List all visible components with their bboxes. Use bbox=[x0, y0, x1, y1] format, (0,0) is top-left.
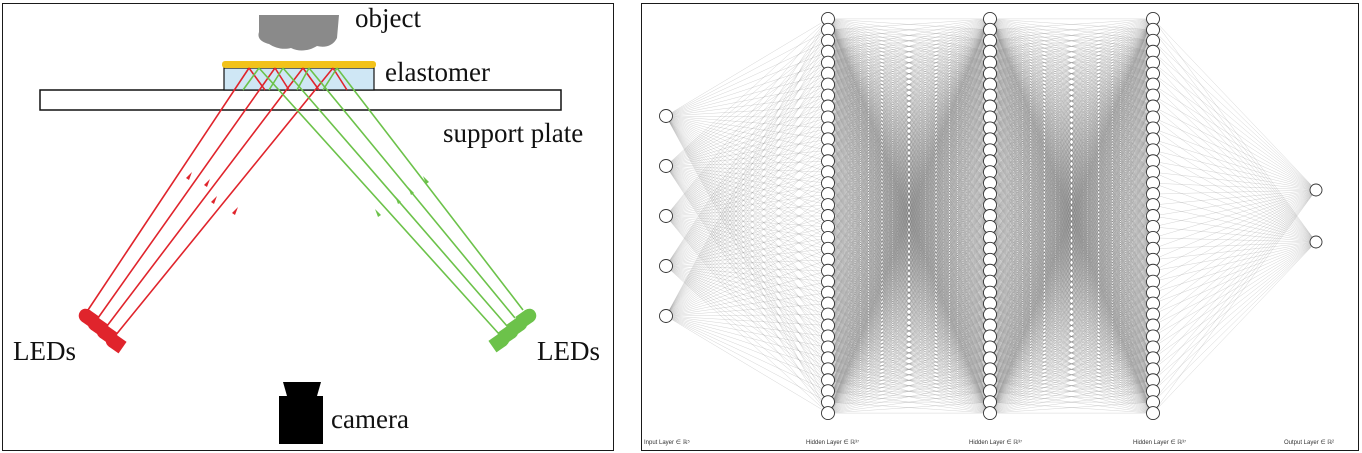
layer-label-0: Input Layer ∈ ℝ⁵ bbox=[644, 440, 690, 446]
neural-network-diagram bbox=[659, 11, 1323, 421]
label-leds-left: LEDs bbox=[13, 336, 76, 366]
green-reflect-1 bbox=[242, 67, 260, 91]
red-ray-1 bbox=[87, 67, 250, 311]
green-led-array bbox=[488, 308, 537, 353]
red-arrowheads bbox=[186, 172, 238, 215]
optics-diagram bbox=[39, 15, 562, 444]
green-ray-4 bbox=[336, 67, 524, 311]
edge-bundle bbox=[827, 18, 991, 414]
red-arrow-3 bbox=[211, 196, 217, 204]
layer-label-1: Hidden Layer ∈ ℝ³⁷ bbox=[806, 440, 860, 446]
green-ray-1 bbox=[258, 67, 500, 335]
network-edges bbox=[665, 18, 1317, 414]
label-object: object bbox=[355, 3, 421, 33]
red-arrow-4 bbox=[232, 207, 238, 215]
edge-bundle bbox=[989, 18, 1154, 414]
green-reflect-2 bbox=[268, 67, 284, 91]
network-node bbox=[659, 309, 673, 323]
label-leds-right: LEDs bbox=[537, 336, 600, 366]
nodes-layer-2 bbox=[983, 11, 997, 421]
layer-label-2: Hidden Layer ∈ ℝ³⁷ bbox=[969, 440, 1023, 446]
red-ray-4 bbox=[114, 67, 334, 337]
red-reflect-2 bbox=[274, 67, 290, 91]
green-arrow-4 bbox=[423, 176, 429, 184]
edges-layer-0-to-1 bbox=[665, 18, 829, 414]
green-reflect-3 bbox=[296, 67, 310, 91]
network-node bbox=[659, 209, 673, 223]
nodes-layer-4 bbox=[1309, 183, 1323, 249]
network-nodes bbox=[659, 11, 1323, 421]
green-reflect-4 bbox=[322, 67, 338, 91]
network-node bbox=[821, 406, 835, 421]
green-arrowheads bbox=[375, 176, 429, 217]
camera-icon bbox=[279, 382, 323, 444]
label-support-plate: support plate bbox=[443, 118, 584, 148]
network-node bbox=[659, 159, 673, 173]
nodes-layer-3 bbox=[1146, 11, 1160, 421]
network-node bbox=[1146, 406, 1160, 421]
red-ray-2 bbox=[97, 67, 276, 319]
edges-layer-1-to-2 bbox=[827, 18, 991, 414]
network-node bbox=[659, 259, 673, 273]
green-ray-2 bbox=[282, 67, 508, 327]
neural-network-panel: Input Layer ∈ ℝ⁵ Hidden Layer ∈ ℝ³⁷ Hidden… bbox=[641, 3, 1359, 451]
edges-layer-3-to-4 bbox=[1152, 18, 1317, 414]
optics-diagram-panel: object elastomer support plate LEDs LEDs… bbox=[2, 3, 614, 451]
label-elastomer: elastomer bbox=[385, 57, 490, 87]
edge-bundle bbox=[665, 18, 829, 414]
layer-label-3: Hidden Layer ∈ ℝ³⁷ bbox=[1133, 440, 1187, 446]
nodes-layer-1 bbox=[821, 11, 835, 421]
layer-label-4: Output Layer ∈ ℝ² bbox=[1284, 440, 1334, 446]
network-node bbox=[1309, 235, 1323, 249]
network-node bbox=[1309, 183, 1323, 197]
object-shape bbox=[258, 15, 339, 51]
elastomer-coating bbox=[222, 61, 376, 68]
label-camera: camera bbox=[331, 404, 409, 434]
red-ray-3 bbox=[106, 67, 304, 327]
green-arrow-1 bbox=[375, 209, 381, 217]
red-reflect-1 bbox=[248, 67, 266, 91]
network-node bbox=[983, 406, 997, 421]
green-arrow-2 bbox=[395, 196, 401, 204]
nodes-layer-0 bbox=[659, 109, 673, 323]
edges-layer-2-to-3 bbox=[989, 18, 1154, 414]
red-light-rays bbox=[87, 67, 348, 337]
red-arrow-1 bbox=[186, 172, 192, 180]
red-reflect-3 bbox=[302, 67, 320, 91]
network-node bbox=[659, 109, 673, 123]
red-led-array bbox=[78, 308, 127, 354]
green-arrow-3 bbox=[408, 187, 414, 195]
edge-bundle bbox=[1152, 18, 1317, 414]
red-arrow-2 bbox=[204, 179, 210, 187]
